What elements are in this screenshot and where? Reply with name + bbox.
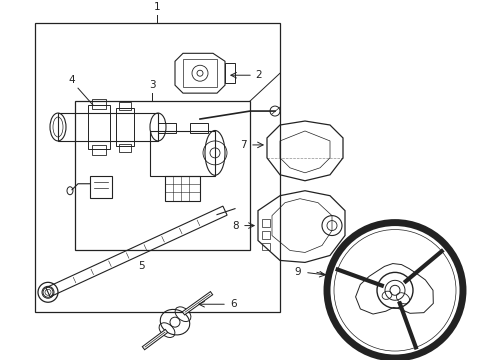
Text: 4: 4 (69, 75, 75, 85)
Bar (183, 59, 217, 87)
Text: 8: 8 (232, 221, 239, 230)
Bar (262, 243, 270, 251)
Bar (150, 131, 215, 176)
Bar (92, 145, 106, 155)
Bar (158, 123, 176, 133)
Bar (225, 63, 235, 83)
Text: 5: 5 (138, 261, 145, 271)
Bar (116, 108, 134, 146)
Bar (119, 102, 131, 110)
Bar (165, 176, 200, 201)
Bar (35, 23, 280, 312)
Bar (58, 113, 158, 141)
Bar (92, 99, 106, 109)
Text: 7: 7 (241, 140, 247, 150)
Bar (90, 176, 112, 198)
Text: 2: 2 (255, 70, 262, 80)
Bar (88, 105, 110, 149)
Text: 1: 1 (154, 3, 160, 13)
Text: 6: 6 (230, 299, 237, 309)
Bar (262, 230, 270, 239)
Bar (119, 144, 131, 152)
Text: 3: 3 (148, 80, 155, 90)
Bar (190, 123, 208, 133)
Bar (262, 219, 270, 226)
Text: 9: 9 (294, 267, 301, 277)
Bar (75, 101, 250, 251)
